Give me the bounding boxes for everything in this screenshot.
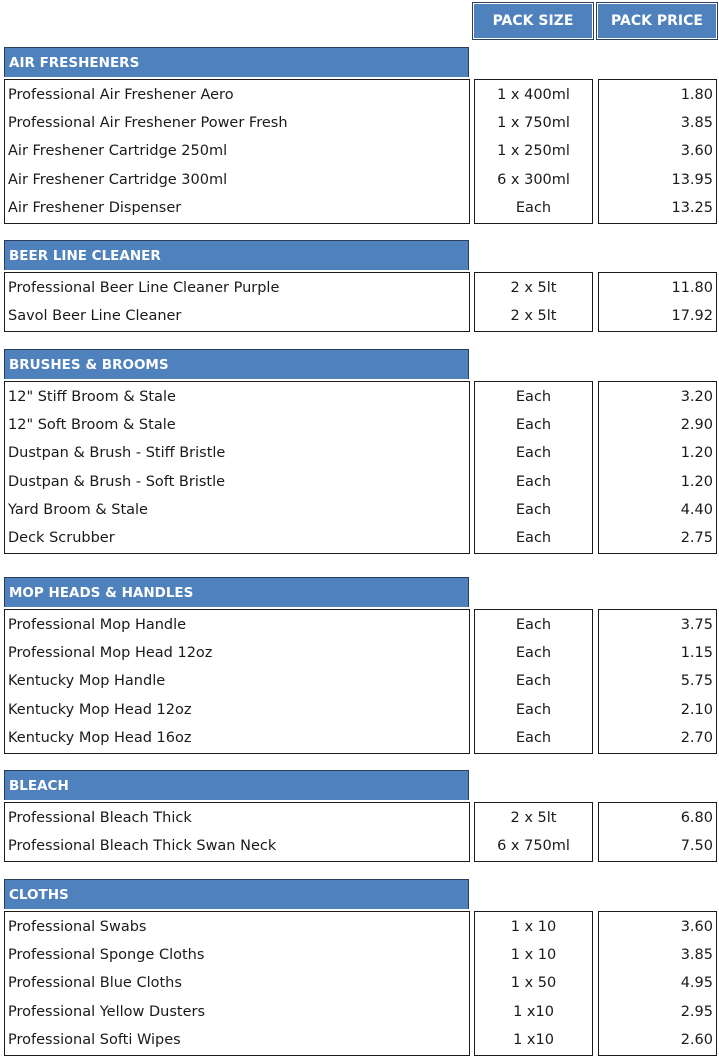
pack-price: 3.60 bbox=[680, 143, 713, 159]
product-name: Professional Softi Wipes bbox=[8, 1032, 181, 1048]
pack-price: 2.70 bbox=[680, 730, 713, 746]
size-column-box bbox=[474, 272, 593, 332]
section-title: BEER LINE CLEANER bbox=[4, 240, 469, 270]
product-name: Professional Swabs bbox=[8, 919, 147, 935]
pack-price: 2.75 bbox=[680, 530, 713, 546]
pack-size: Each bbox=[515, 417, 552, 433]
pack-size: Each bbox=[515, 617, 552, 633]
pack-size: 6 x 300ml bbox=[497, 172, 570, 188]
name-column-box bbox=[4, 802, 470, 862]
price-column-box bbox=[598, 802, 717, 862]
pack-price: 13.95 bbox=[671, 172, 713, 188]
product-name: Air Freshener Cartridge 300ml bbox=[8, 172, 228, 188]
pack-price: 1.15 bbox=[680, 645, 713, 661]
product-name: Kentucky Mop Head 12oz bbox=[8, 702, 192, 718]
price-column-box bbox=[598, 272, 717, 332]
section-title: BLEACH bbox=[4, 770, 469, 800]
pack-price: 17.92 bbox=[671, 308, 713, 324]
product-name: Dustpan & Brush - Soft Bristle bbox=[8, 474, 226, 490]
pack-price: 2.95 bbox=[680, 1004, 713, 1020]
pack-size: Each bbox=[515, 502, 552, 518]
product-name: Professional Air Freshener Power Fresh bbox=[8, 115, 288, 131]
pack-price: 7.50 bbox=[680, 838, 713, 854]
pack-size: 1 x 750ml bbox=[497, 115, 570, 131]
product-name: Professional Air Freshener Aero bbox=[8, 87, 234, 103]
pack-size: Each bbox=[515, 702, 552, 718]
product-name: Professional Mop Handle bbox=[8, 617, 187, 633]
size-column-box bbox=[474, 79, 593, 224]
product-name: Kentucky Mop Handle bbox=[8, 673, 166, 689]
pack-size: Each bbox=[515, 673, 552, 689]
section-title: AIR FRESHENERS bbox=[4, 47, 469, 77]
price-column-box bbox=[598, 609, 717, 754]
pack-price: 3.85 bbox=[680, 947, 713, 963]
product-name: Professional Blue Cloths bbox=[8, 975, 182, 991]
pack-price: 2.90 bbox=[680, 417, 713, 433]
pack-price: 4.95 bbox=[680, 975, 713, 991]
pack-size: Each bbox=[515, 445, 552, 461]
product-name: Dustpan & Brush - Stiff Bristle bbox=[8, 445, 226, 461]
name-column-box bbox=[4, 272, 470, 332]
name-column-box bbox=[4, 79, 470, 224]
pack-price: 2.60 bbox=[680, 1032, 713, 1048]
pack-price: 3.85 bbox=[680, 115, 713, 131]
price-column-box bbox=[598, 79, 717, 224]
pack-size: 1 x10 bbox=[513, 1032, 554, 1048]
pack-size: 2 x 5lt bbox=[510, 810, 557, 826]
size-column-box bbox=[474, 381, 593, 554]
product-name: Professional Yellow Dusters bbox=[8, 1004, 206, 1020]
name-column-box bbox=[4, 381, 470, 554]
pack-price: 3.60 bbox=[680, 919, 713, 935]
product-name: Professional Bleach Thick bbox=[8, 810, 192, 826]
product-name: Yard Broom & Stale bbox=[8, 502, 148, 518]
pack-size: Each bbox=[515, 200, 552, 216]
pack-price: 3.75 bbox=[680, 617, 713, 633]
product-name: Deck Scrubber bbox=[8, 530, 115, 546]
pack-size: Each bbox=[515, 474, 552, 490]
product-name: Kentucky Mop Head 16oz bbox=[8, 730, 192, 746]
pack-size: 6 x 750ml bbox=[497, 838, 570, 854]
product-name: Professional Sponge Cloths bbox=[8, 947, 205, 963]
pack-size: 1 x 10 bbox=[510, 919, 557, 935]
pack-size: 1 x 250ml bbox=[497, 143, 570, 159]
pack-size: Each bbox=[515, 645, 552, 661]
pack-price: 1.20 bbox=[680, 474, 713, 490]
product-name: 12" Soft Broom & Stale bbox=[8, 417, 176, 433]
product-name: Professional Beer Line Cleaner Purple bbox=[8, 280, 280, 296]
name-column-box bbox=[4, 609, 470, 754]
size-column-box bbox=[474, 802, 593, 862]
pack-price: 1.80 bbox=[680, 87, 713, 103]
pack-size: Each bbox=[515, 389, 552, 405]
product-name: Professional Bleach Thick Swan Neck bbox=[8, 838, 277, 854]
pack-price: 11.80 bbox=[671, 280, 713, 296]
pack-price: 3.20 bbox=[680, 389, 713, 405]
pack-price: 4.40 bbox=[680, 502, 713, 518]
pack-size: 1 x 10 bbox=[510, 947, 557, 963]
pack-size: 2 x 5lt bbox=[510, 308, 557, 324]
section-title: MOP HEADS & HANDLES bbox=[4, 577, 469, 607]
pack-size: 1 x 50 bbox=[510, 975, 557, 991]
price-column-box bbox=[598, 381, 717, 554]
pack-price: 6.80 bbox=[680, 810, 713, 826]
product-name: Air Freshener Cartridge 250ml bbox=[8, 143, 228, 159]
product-name: Air Freshener Dispenser bbox=[8, 200, 182, 216]
pack-size: 1 x 400ml bbox=[497, 87, 570, 103]
pack-price: 2.10 bbox=[680, 702, 713, 718]
section-title: BRUSHES & BROOMS bbox=[4, 349, 469, 379]
pack-price: 13.25 bbox=[671, 200, 713, 216]
size-column-box bbox=[474, 609, 593, 754]
pack-size: 1 x10 bbox=[513, 1004, 554, 1020]
product-name: 12" Stiff Broom & Stale bbox=[8, 389, 176, 405]
section-title: CLOTHS bbox=[4, 879, 469, 909]
product-name: Savol Beer Line Cleaner bbox=[8, 308, 182, 324]
pack-price: 1.20 bbox=[680, 445, 713, 461]
pack-size: 2 x 5lt bbox=[510, 280, 557, 296]
pack-size-header: PACK SIZE bbox=[472, 2, 594, 40]
product-name: Professional Mop Head 12oz bbox=[8, 645, 213, 661]
pack-price-header: PACK PRICE bbox=[596, 2, 718, 40]
pack-size: Each bbox=[515, 530, 552, 546]
pack-price: 5.75 bbox=[680, 673, 713, 689]
pack-size: Each bbox=[515, 730, 552, 746]
